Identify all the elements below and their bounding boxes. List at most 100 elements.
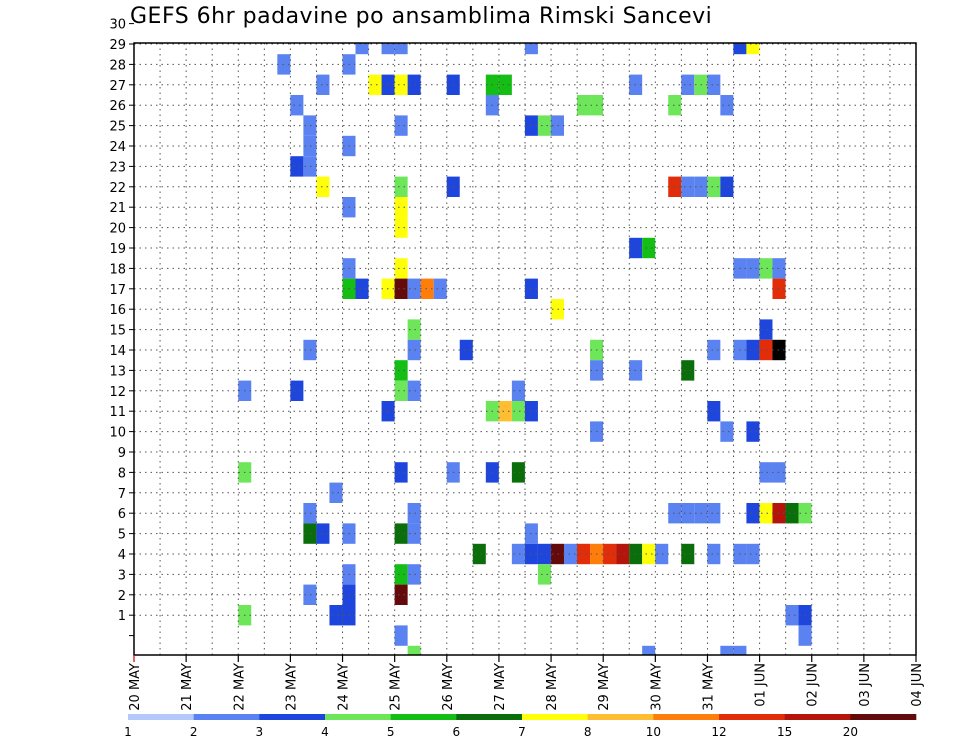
- heatmap-cell: [511, 380, 525, 401]
- x-tick-label: 27 MAY: [493, 663, 508, 711]
- heatmap-cell: [407, 645, 421, 655]
- heatmap-cell: [407, 523, 421, 544]
- y-tick-label: 21: [109, 201, 126, 216]
- x-tick-label: 20 MAY: [128, 663, 143, 711]
- y-tick-label: 3: [118, 568, 126, 583]
- heatmap-cells: [238, 43, 812, 655]
- heatmap-cell: [407, 339, 421, 361]
- x-tick-label: 22 MAY: [232, 663, 247, 711]
- x-tick-label: 01 JUN: [754, 663, 769, 707]
- heatmap-cell: [394, 564, 408, 585]
- heatmap-cell: [459, 339, 473, 361]
- heatmap-cell: [746, 258, 760, 279]
- y-tick-label: 23: [109, 160, 126, 175]
- heatmap-cell: [498, 401, 512, 422]
- legend-label: 15: [777, 725, 792, 739]
- legend-swatch: [128, 714, 194, 720]
- heatmap-cell: [550, 299, 564, 320]
- y-tick-label: 15: [109, 324, 126, 339]
- x-tick-label: 26 MAY: [441, 663, 456, 711]
- heatmap-cell: [603, 543, 617, 565]
- heatmap-cell: [407, 503, 421, 524]
- heatmap-cell: [394, 380, 408, 401]
- heatmap-cell: [668, 95, 682, 116]
- heatmap-cell: [407, 564, 421, 585]
- heatmap-cell: [524, 43, 538, 55]
- heatmap-cell: [759, 462, 773, 483]
- heatmap-cell: [394, 176, 408, 197]
- heatmap-cell: [303, 523, 317, 544]
- heatmap-cell: [733, 43, 747, 55]
- y-tick-label: 25: [109, 120, 126, 135]
- y-tick-label: 24: [109, 140, 126, 155]
- heatmap-cell: [681, 176, 695, 197]
- heatmap-cell: [394, 360, 408, 381]
- legend-label: 12: [711, 725, 726, 739]
- heatmap-cell: [394, 258, 408, 279]
- heatmap-cell: [394, 197, 408, 218]
- y-axis: 1234567891011121314151617181920212223242…: [109, 18, 134, 637]
- color-legend: 1 2 3 4 5 6 7 8 10 12 15 20: [124, 714, 917, 739]
- x-tick-label: 28 MAY: [545, 663, 560, 711]
- y-tick-label: 29: [109, 38, 126, 53]
- x-tick-label: 31 MAY: [701, 663, 716, 711]
- heatmap-cell: [642, 237, 656, 259]
- heatmap-cell: [290, 380, 304, 401]
- heatmap-cell: [707, 543, 721, 565]
- x-tick-label: 21 MAY: [180, 663, 195, 711]
- heatmap-cell: [550, 543, 564, 565]
- legend-label: 20: [843, 725, 858, 739]
- heatmap-cell: [329, 482, 343, 503]
- heatmap-cell: [746, 339, 760, 361]
- heatmap-cell: [746, 503, 760, 524]
- heatmap-cell: [720, 645, 734, 655]
- heatmap-cell: [537, 564, 551, 585]
- heatmap-cell: [642, 645, 656, 655]
- heatmap-cell: [329, 605, 343, 626]
- y-tick-label: 2: [118, 589, 126, 604]
- heatmap-cell: [577, 543, 591, 565]
- heatmap-cell: [303, 584, 317, 605]
- chart-title: GEFS 6hr padavine po ansamblima Rimski S…: [130, 4, 713, 29]
- y-tick-label: 13: [109, 364, 126, 379]
- heatmap-cell: [316, 176, 330, 197]
- heatmap-cell: [785, 503, 799, 524]
- heatmap-cell: [394, 462, 408, 483]
- legend-label: 5: [387, 725, 395, 739]
- heatmap-cell: [707, 176, 721, 197]
- plot-frame: [133, 42, 917, 656]
- heatmap-cell: [394, 43, 408, 55]
- heatmap-cell: [511, 543, 525, 565]
- heatmap-cell: [407, 74, 421, 95]
- x-tick-label: 29 MAY: [597, 663, 612, 711]
- heatmap-cell: [577, 95, 591, 116]
- x-tick-label: 30 MAY: [649, 663, 664, 711]
- y-tick-label: 27: [109, 79, 126, 94]
- legend-swatch: [587, 714, 654, 720]
- x-tick-label: 02 JUN: [806, 663, 821, 707]
- grid-lines: [134, 43, 916, 655]
- heatmap-cell: [720, 95, 734, 116]
- heatmap-cell: [681, 543, 695, 565]
- heatmap-cell: [394, 217, 408, 238]
- legend-label: 8: [584, 725, 592, 739]
- y-tick-label: 10: [109, 426, 126, 441]
- heatmap-cell: [407, 278, 421, 299]
- heatmap-cell: [537, 115, 551, 136]
- heatmap-cell: [472, 543, 486, 565]
- heatmap-cell: [394, 523, 408, 544]
- heatmap-cell: [759, 339, 773, 361]
- y-tick-label: 11: [109, 405, 126, 420]
- heatmap-cell: [720, 176, 734, 197]
- legend-swatch: [193, 714, 260, 720]
- heatmap-cell: [303, 115, 317, 136]
- heatmap-cell: [511, 462, 525, 483]
- y-tick-label: 1: [118, 609, 126, 624]
- heatmap-cell: [707, 74, 721, 95]
- heatmap-cell: [420, 278, 434, 299]
- y-tick-label: 17: [109, 283, 126, 298]
- legend-label: 1: [124, 725, 132, 739]
- heatmap-cell: [681, 503, 695, 524]
- x-tick-label: 25 MAY: [389, 663, 404, 711]
- legend-swatch: [390, 714, 457, 720]
